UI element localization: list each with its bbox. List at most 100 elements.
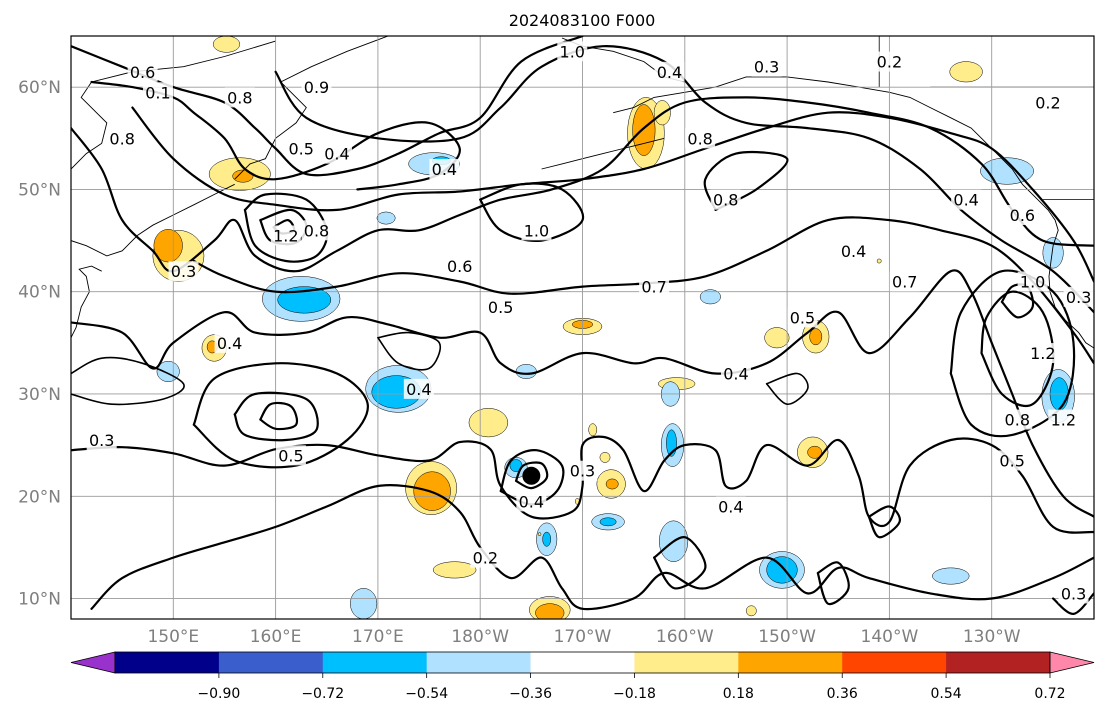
contour-line (1052, 592, 1094, 615)
contour-label-bg (403, 378, 434, 399)
contour-label-bg (567, 460, 598, 481)
contour-line (479, 182, 585, 243)
colorbar-tick-label: −0.36 (509, 686, 552, 702)
contour-label-bg (275, 445, 306, 466)
colorbar-tick-label: −0.18 (613, 686, 656, 702)
contour-label: 0.4 (432, 160, 457, 179)
shaded-area (212, 36, 241, 53)
colorbar-extend-high (1049, 651, 1095, 674)
latitude-tick-label: 60°N (18, 78, 61, 98)
shaded-area (588, 423, 598, 437)
contour-line (71, 269, 1094, 518)
shaded-area (515, 364, 537, 379)
contour-label-bg (1058, 583, 1089, 604)
shaded-area (980, 157, 1034, 185)
shaded-area (605, 478, 619, 490)
contour-line (192, 362, 369, 469)
contour-label: 0.6 (447, 257, 472, 276)
contour-label-bg (1007, 204, 1038, 225)
contour-label-bg (301, 220, 332, 241)
contour-label-bg (86, 430, 117, 451)
contour-label: 0.4 (657, 63, 682, 82)
longitude-tick-label: 130°W (963, 627, 1021, 647)
contour-label: 1.0 (560, 42, 585, 61)
contour-line (233, 391, 319, 442)
contour-label-bg (787, 307, 818, 328)
contour-label: 0.4 (519, 492, 544, 511)
contour-label-bg (521, 220, 552, 241)
contour-label: 0.4 (723, 365, 748, 384)
plot-frame (70, 35, 1095, 620)
contour-label-bg (1027, 343, 1058, 364)
contour-label-bg (838, 240, 869, 261)
contour-label: 1.2 (273, 226, 298, 245)
contour-label: 0.9 (304, 78, 329, 97)
contour-line (377, 331, 441, 371)
contour-label-bg (485, 297, 516, 318)
contour-label-bg (654, 61, 685, 82)
shaded-area (599, 517, 617, 527)
shaded-area (699, 289, 721, 305)
colorbar-segment (946, 652, 1051, 673)
colorbar-tick-label: 0.54 (931, 686, 962, 702)
contour-label: 0.8 (1005, 411, 1030, 430)
contour-line (71, 356, 185, 406)
colorbar-segment (738, 652, 843, 673)
contour-label-bg (685, 128, 716, 149)
contour-label-bg (1048, 409, 1079, 430)
contour-label-bg (1002, 409, 1033, 430)
contour-label: 0.3 (754, 58, 779, 77)
contour-label: 0.5 (278, 446, 303, 465)
contour-label: 0.5 (488, 298, 513, 317)
contour-label-bg (951, 189, 982, 210)
contour-label-bg (107, 128, 138, 149)
latitude-tick-label: 30°N (18, 385, 61, 405)
contour-line (90, 484, 1094, 611)
contour-label: 0.7 (641, 278, 666, 297)
contour-label: 0.8 (109, 129, 134, 148)
shaded-area (599, 452, 611, 463)
contour-label: 1.0 (524, 221, 549, 240)
contour-label-bg (751, 56, 782, 77)
contour-label: 0.8 (304, 221, 329, 240)
colorbar-tick-label: 0.36 (827, 686, 858, 702)
contour-label: 1.0 (1020, 272, 1045, 291)
shaded-area (932, 567, 970, 585)
colorbar-tick-label: −0.54 (405, 686, 448, 702)
latitude-tick-label: 40°N (18, 283, 61, 303)
contour-line (131, 106, 1094, 283)
shaded-area (468, 408, 509, 438)
contour-label-layer: 0.60.10.80.80.90.5 0.40.40.31.2 0.81.00.4 0… (86, 41, 1094, 604)
colorbar-extend-low (70, 651, 116, 674)
contour-label: 0.3 (171, 262, 196, 281)
contour-label: 0.2 (877, 53, 902, 72)
shaded-area (809, 328, 823, 346)
contour-line (703, 151, 789, 211)
contour-line (259, 401, 299, 431)
shaded-area (1042, 237, 1064, 269)
contour-label-bg (1063, 286, 1094, 307)
contour-label: 1.2 (1030, 344, 1055, 363)
contour-label: 0.6 (130, 63, 155, 82)
contour-label: 0.5 (288, 140, 313, 159)
contour-label-bg (429, 158, 460, 179)
contour-label-bg (470, 547, 501, 568)
coastline (71, 40, 276, 170)
colorbar-segment (115, 652, 220, 673)
latitude-tick-label: 20°N (18, 487, 61, 507)
longitude-tick-label: 140°W (861, 627, 919, 647)
colorbar-tick-label: 0.18 (723, 686, 754, 702)
contour-label-bg (1017, 271, 1048, 292)
contour-label-bg (889, 271, 920, 292)
contour-label-bg (214, 332, 245, 353)
colorbar-segment (842, 652, 947, 673)
contour-label-bg (168, 261, 199, 282)
contour-label: 0.8 (713, 191, 738, 210)
contour-line (1000, 283, 1035, 319)
chart-title: 2024083100 F000 (509, 11, 656, 30)
contour-line (816, 561, 850, 606)
contour-label-bg (557, 41, 588, 62)
longitude-tick-label: 150°W (758, 627, 816, 647)
